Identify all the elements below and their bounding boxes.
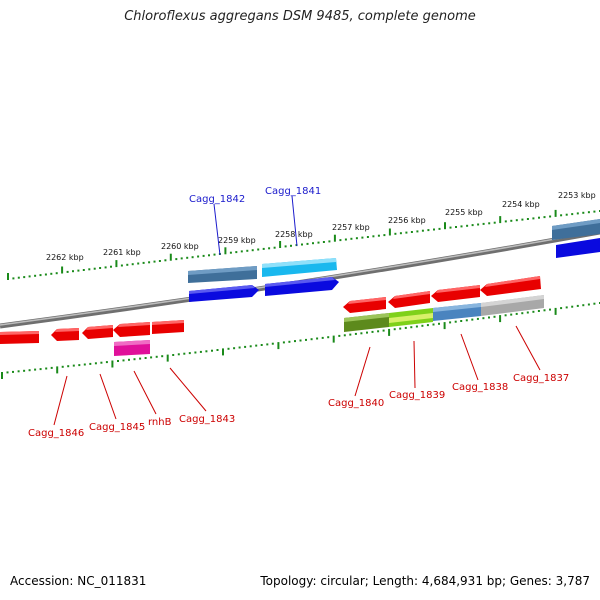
gene-cagg-1840-shine	[348, 297, 386, 304]
connector-cagg-1842	[213, 203, 221, 256]
kbp-label: 2261 kbp	[103, 248, 141, 257]
gene-cagg-1837-domain-shine	[481, 295, 544, 307]
kbp-label: 2262 kbp	[46, 253, 84, 262]
label-cagg-1841: Cagg_1841	[265, 186, 321, 197]
gene-cagg-1846-shine	[0, 331, 39, 335]
gene-cagg-1842-shine	[189, 285, 255, 294]
kbp-label: 2259 kbp	[218, 236, 256, 245]
label-cagg-1846: Cagg_1846	[28, 428, 84, 439]
gene-rnhb-domain-shine	[114, 340, 150, 346]
gene-rnhb-upper-shine	[86, 325, 113, 330]
gene-cagg-1838-shine	[436, 285, 480, 293]
gene-cagg-1837-shine	[485, 276, 540, 287]
connector-rnhb	[133, 370, 157, 415]
gene-cagg-1841-domain-shine	[262, 258, 336, 268]
genome-stats-text: Topology: circular; Length: 4,684,931 bp…	[260, 574, 590, 588]
label-cagg-1842: Cagg_1842	[189, 194, 245, 205]
kbp-label: 2258 kbp	[275, 230, 313, 239]
label-cagg-1838: Cagg_1838	[452, 382, 508, 393]
upper-strand-genes	[188, 219, 600, 302]
gene-cagg-1839-domain-mid	[389, 313, 433, 323]
kbp-label: 2253 kbp	[558, 191, 596, 200]
label-cagg-1843: Cagg_1843	[179, 414, 235, 425]
gene-cagg-1843-shine	[152, 320, 184, 325]
label-cagg-1840: Cagg_1840	[328, 398, 384, 409]
label-connectors	[53, 195, 541, 426]
gene-cagg-1842-domain-shine	[188, 266, 257, 275]
label-cagg-1839: Cagg_1839	[389, 390, 445, 401]
label-rnhb: rnhB	[148, 417, 172, 428]
gene-cagg-1838-domain-shine	[433, 303, 481, 312]
lower-strand-genes	[0, 276, 544, 356]
label-cagg-1837: Cagg_1837	[513, 373, 569, 384]
kbp-label: 2256 kbp	[388, 216, 426, 225]
connector-cagg-1840	[354, 346, 371, 397]
connector-cagg-1839	[413, 340, 416, 389]
gene-cagg-1839-shine	[393, 291, 430, 299]
gene-cagg-1840-domain-shine	[344, 313, 389, 322]
gene-cagg-1842[interactable]	[189, 285, 259, 302]
connector-cagg-1838	[460, 333, 479, 381]
kbp-label: 2255 kbp	[445, 208, 483, 217]
gene-right[interactable]	[556, 238, 600, 258]
lower-scale	[1, 302, 600, 379]
accession-text: Accession: NC_011831	[10, 574, 147, 588]
kbp-label: 2260 kbp	[161, 242, 199, 251]
label-cagg-1845: Cagg_1845	[89, 422, 145, 433]
gene-cagg-1845-shine	[55, 328, 79, 332]
kbp-label: 2257 kbp	[332, 223, 370, 232]
gene-labels: Cagg_1842 Cagg_1841 Cagg_1846 Cagg_1845 …	[28, 186, 569, 439]
kbp-labels: 2262 kbp 2261 kbp 2260 kbp 2259 kbp 2258…	[46, 191, 596, 262]
connector-cagg-1843	[169, 367, 207, 412]
connector-cagg-1846	[53, 375, 68, 426]
connector-cagg-1841	[291, 195, 298, 247]
gene-rnhb-shine	[118, 322, 150, 327]
map-title: Chloroflexus aggregans DSM 9485, complet…	[124, 9, 476, 24]
connector-cagg-1837	[515, 325, 541, 371]
connector-cagg-1845	[99, 373, 117, 420]
gene-right-domain-shine	[552, 219, 600, 230]
gene-cagg-1841[interactable]	[265, 277, 339, 296]
gene-cagg-1841-shine	[265, 277, 335, 287]
upper-scale	[7, 209, 600, 280]
kbp-label: 2254 kbp	[502, 200, 540, 209]
